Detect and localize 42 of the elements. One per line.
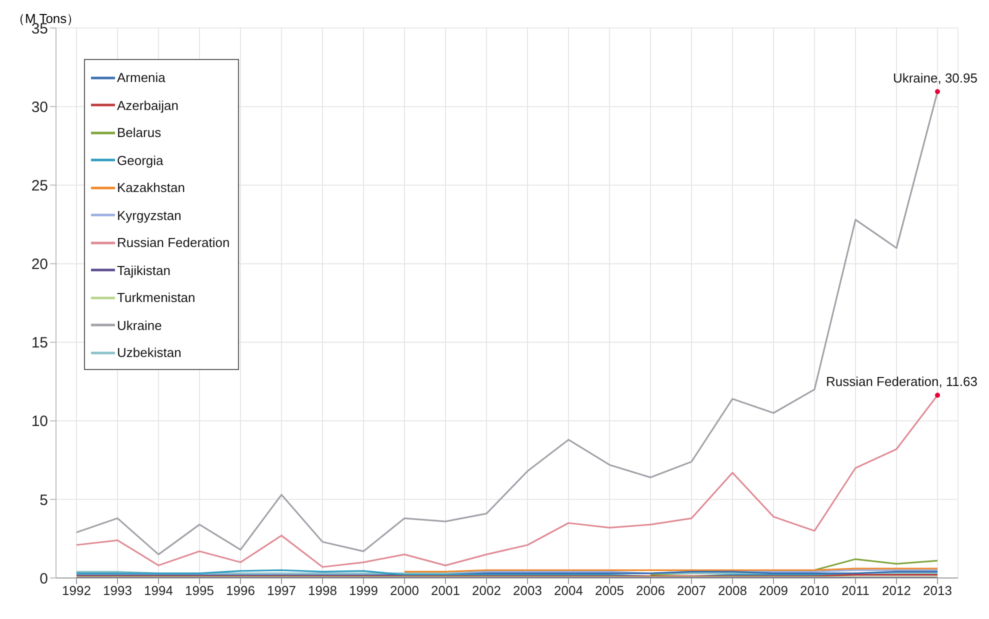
annotation: Russian Federation, 11.63	[826, 374, 978, 390]
legend-label: Tajikistan	[117, 262, 170, 278]
x-tick-label: 2001	[431, 583, 460, 598]
legend-label: Uzbekistan	[117, 345, 182, 360]
annotation: Ukraine, 30.95	[892, 70, 978, 86]
legend-label: Ukraine	[117, 318, 162, 333]
legend-label: Russian Federation	[117, 235, 230, 250]
x-tick-label: 2004	[554, 583, 583, 598]
y-tick-label: 25	[31, 177, 48, 194]
x-tick-label: 2009	[759, 583, 788, 598]
x-tick-label: 1994	[144, 583, 173, 598]
x-tick-label: 1992	[62, 583, 91, 598]
x-tick-label: 2000	[390, 583, 419, 598]
legend-label: Armenia	[117, 70, 166, 86]
x-tick-label: 1998	[308, 583, 337, 598]
y-tick-label: 20	[31, 256, 48, 274]
y-tick-label: 15	[31, 334, 48, 352]
legend-label: Kyrgyzstan	[117, 208, 182, 223]
legend-label: Azerbaijan	[117, 98, 178, 113]
legend-label: Georgia	[117, 152, 164, 168]
x-tick-label: 2012	[882, 583, 911, 598]
y-tick-label: 5	[40, 492, 48, 509]
y-tick-label: 0	[40, 570, 48, 588]
x-tick-label: 1997	[267, 583, 296, 598]
x-tick-label: 1999	[349, 583, 378, 598]
x-tick-label: 2006	[636, 583, 665, 598]
x-tick-label: 1995	[185, 583, 214, 598]
x-tick-label: 2007	[677, 583, 706, 598]
x-tick-label: 2008	[718, 583, 747, 598]
y-tick-label: 30	[31, 98, 48, 116]
x-tick-label: 2013	[923, 583, 952, 598]
x-tick-label: 1996	[226, 583, 255, 598]
legend-label: Belarus	[117, 125, 162, 140]
legend-label: Turkmenistan	[117, 290, 196, 306]
x-tick-label: 2002	[472, 583, 501, 598]
x-tick-label: 2003	[513, 583, 542, 598]
y-tick-label: 10	[31, 413, 48, 430]
x-tick-label: 1993	[103, 583, 132, 598]
x-tick-label: 2010	[800, 583, 829, 598]
legend-label: Kazakhstan	[117, 180, 185, 196]
x-tick-label: 2011	[842, 583, 870, 598]
x-tick-label: 2005	[595, 583, 624, 598]
